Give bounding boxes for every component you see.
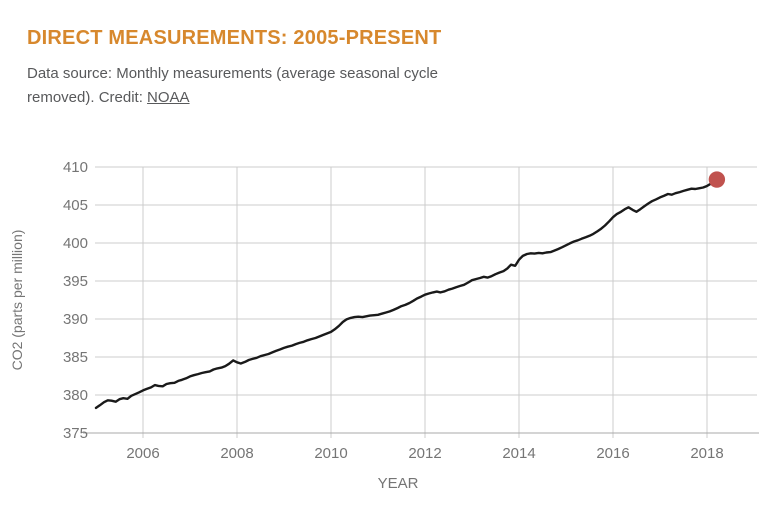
x-tick-label: 2016 xyxy=(596,445,629,462)
y-axis-title: CO2 (parts per million) xyxy=(9,230,25,371)
y-tick-label: 390 xyxy=(63,311,88,328)
y-tick-label: 400 xyxy=(63,235,88,252)
x-tick-label: 2012 xyxy=(408,445,441,462)
x-tick-label: 2008 xyxy=(220,445,253,462)
x-tick-label: 2018 xyxy=(690,445,723,462)
x-axis-title: YEAR xyxy=(378,475,419,492)
y-tick-label: 410 xyxy=(63,159,88,176)
noaa-link[interactable]: NOAA xyxy=(147,89,190,106)
x-tick-label: 2014 xyxy=(502,445,535,462)
x-tick-label: 2010 xyxy=(314,445,347,462)
page-title: DIRECT MEASUREMENTS: 2005-PRESENT xyxy=(27,27,442,49)
co2-trend-line xyxy=(94,178,719,410)
x-tick-label: 2006 xyxy=(126,445,159,462)
latest-value-dot xyxy=(708,171,726,188)
y-tick-label: 405 xyxy=(63,197,88,214)
y-tick-label: 380 xyxy=(63,387,88,404)
data-source-text: Data source: Monthly measurements (avera… xyxy=(27,65,439,106)
y-tick-label: 375 xyxy=(63,425,88,442)
data-source-caption: Data source: Monthly measurements (avera… xyxy=(27,62,479,110)
y-tick-label: 395 xyxy=(63,273,88,290)
y-tick-label: 385 xyxy=(63,349,88,366)
